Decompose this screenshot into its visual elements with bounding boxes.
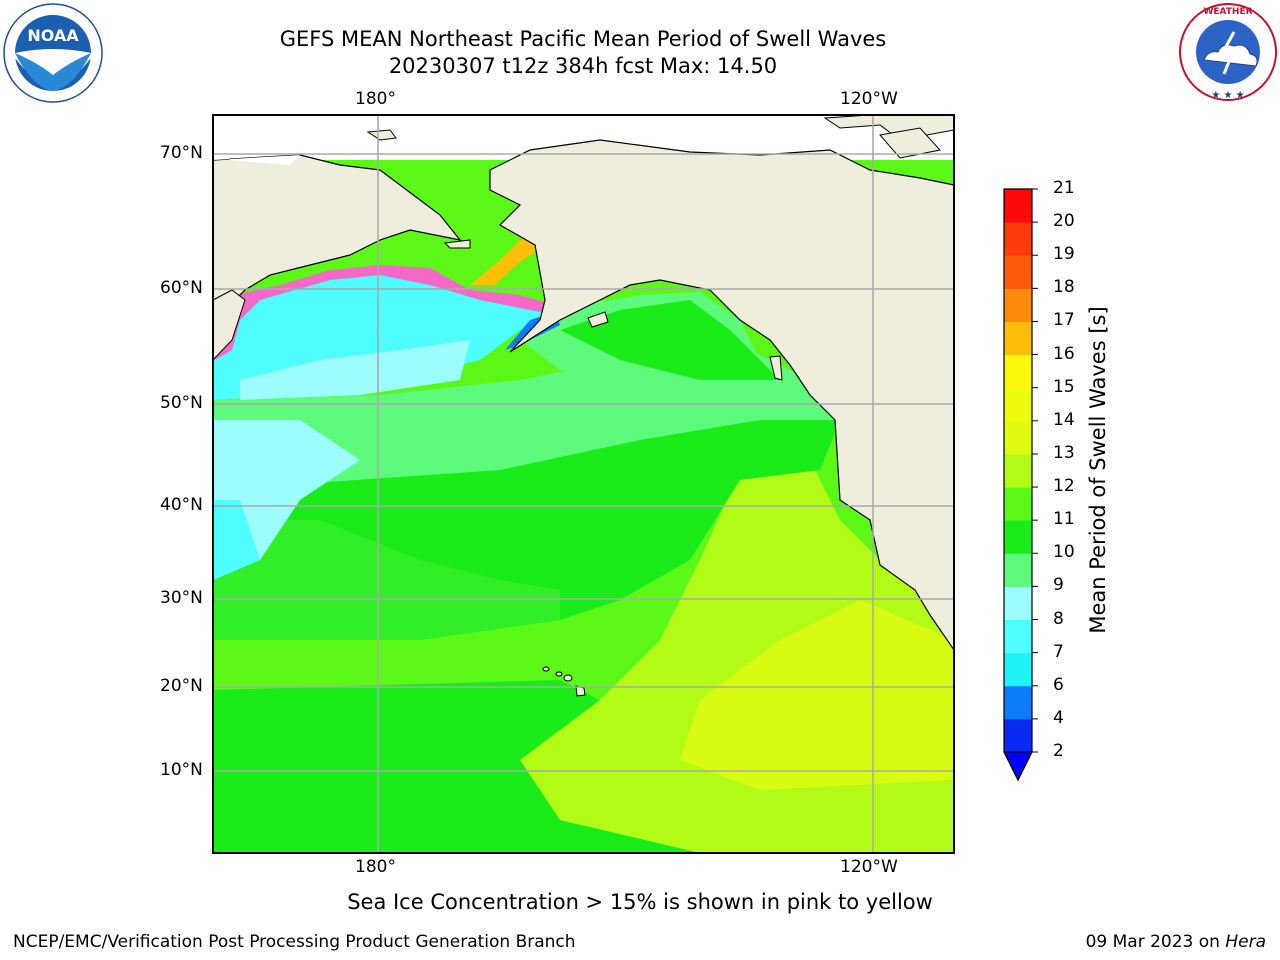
noaa-logo-text: NOAA bbox=[27, 26, 79, 45]
colorbar-swatch bbox=[1004, 553, 1032, 587]
colorbar-tick-label: 20 bbox=[1053, 211, 1075, 232]
lat-label-60n: 60°N bbox=[160, 278, 203, 298]
lat-label-10n: 10°N bbox=[160, 760, 203, 780]
lat-label-40n: 40°N bbox=[160, 495, 203, 515]
colorbar-swatch bbox=[1004, 255, 1032, 289]
colorbar-swatch bbox=[1004, 487, 1032, 521]
colorbar-tick-label: 17 bbox=[1053, 310, 1075, 331]
colorbar-swatch bbox=[1004, 586, 1032, 621]
colorbar bbox=[1003, 188, 1038, 782]
colorbar-tick-label: 9 bbox=[1053, 575, 1064, 596]
chart-title: GEFS MEAN Northeast Pacific Mean Period … bbox=[279, 27, 887, 51]
svg-text:WEATHER: WEATHER bbox=[1203, 7, 1252, 17]
lat-label-20n: 20°N bbox=[160, 676, 203, 696]
lon-label-180-top: 180° bbox=[355, 89, 396, 109]
nws-logo: WEATHER ★ ★ ★ bbox=[1176, 2, 1280, 106]
footer-host: Hera bbox=[1225, 932, 1266, 952]
colorbar-tick-label: 4 bbox=[1053, 707, 1064, 728]
svg-text:★ ★ ★: ★ ★ ★ bbox=[1211, 90, 1244, 101]
colorbar-swatch bbox=[1004, 387, 1032, 422]
lon-label-120w-top: 120°W bbox=[840, 89, 898, 109]
colorbar-tick-label: 16 bbox=[1053, 343, 1075, 364]
lon-label-120w-bottom: 120°W bbox=[840, 857, 898, 877]
colorbar-swatch bbox=[1004, 652, 1032, 687]
map-gridlines bbox=[213, 115, 954, 853]
colorbar-tick-label: 7 bbox=[1053, 641, 1064, 662]
colorbar-swatch bbox=[1004, 718, 1032, 753]
colorbar-tick-label: 6 bbox=[1053, 674, 1064, 695]
colorbar-swatch bbox=[1004, 189, 1032, 223]
colorbar-swatch bbox=[1004, 222, 1032, 256]
colorbar-swatch bbox=[1004, 321, 1032, 356]
colorbar-tick-label: 11 bbox=[1053, 509, 1075, 530]
colorbar-swatch bbox=[1004, 619, 1032, 654]
colorbar-swatch bbox=[1004, 288, 1032, 322]
colorbar-swatch bbox=[1004, 354, 1032, 389]
colorbar-swatch bbox=[1004, 453, 1032, 488]
noaa-logo: NOAA bbox=[3, 3, 103, 107]
map-field bbox=[213, 115, 954, 853]
colorbar-tick-label: 18 bbox=[1053, 277, 1075, 298]
colorbar-tick-label: 8 bbox=[1053, 608, 1064, 629]
colorbar-tick-label: 10 bbox=[1053, 542, 1075, 563]
hawaiian-islands bbox=[542, 666, 586, 697]
lon-label-180-bottom: 180° bbox=[355, 857, 396, 877]
colorbar-label: Mean Period of Swell Waves [s] bbox=[1086, 306, 1110, 634]
colorbar-swatch bbox=[1004, 520, 1032, 554]
colorbar-tick-label: 15 bbox=[1053, 376, 1075, 397]
sea-ice-note: Sea Ice Concentration > 15% is shown in … bbox=[347, 890, 933, 914]
colorbar-extend-min bbox=[1003, 751, 1033, 782]
colorbar-tick-label: 14 bbox=[1053, 409, 1075, 430]
lat-label-30n: 30°N bbox=[160, 588, 203, 608]
colorbar-frame bbox=[1003, 188, 1033, 782]
chart-subtitle: 20230307 t12z 384h fcst Max: 14.50 bbox=[388, 54, 778, 78]
footer-credit: NCEP/EMC/Verification Post Processing Pr… bbox=[13, 932, 576, 952]
lat-label-50n: 50°N bbox=[160, 393, 203, 413]
colorbar-tick-label: 12 bbox=[1053, 476, 1075, 497]
footer-date-text: 09 Mar 2023 on bbox=[1085, 932, 1226, 952]
colorbar-swatch bbox=[1004, 420, 1032, 455]
colorbar-swatch bbox=[1004, 685, 1032, 720]
colorbar-tick-label: 19 bbox=[1053, 244, 1075, 265]
lat-label-70n: 70°N bbox=[160, 143, 203, 163]
colorbar-tick-label: 21 bbox=[1053, 178, 1075, 198]
colorbar-tick-label: 13 bbox=[1053, 442, 1075, 463]
map-frame bbox=[212, 114, 955, 854]
footer-date: 09 Mar 2023 on Hera bbox=[1086, 932, 1266, 952]
colorbar-tick-label: 2 bbox=[1053, 741, 1064, 761]
